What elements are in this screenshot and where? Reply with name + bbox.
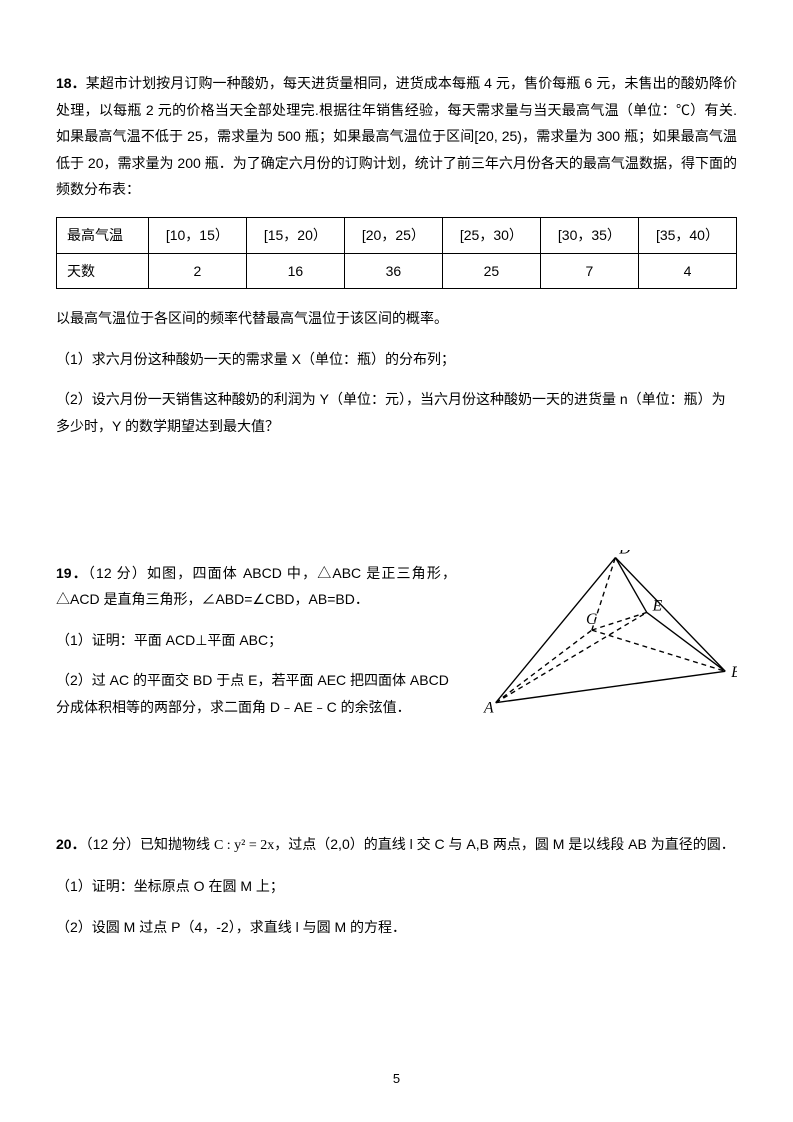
table-header-cell: 天数 [57,253,149,289]
page-number: 5 [0,1067,793,1092]
problem-20-text-b: ，过点（2,0）的直线 l 交 C 与 A,B 两点，圆 M 是以线段 AB 为… [274,836,734,852]
problem-18-text: 某超市计划按月订购一种酸奶，每天进货量相同，进货成本每瓶 4 元，售价每瓶 6 … [56,75,737,197]
frequency-table: 最高气温 [10，15） [15，20） [20，25） [25，30） [30… [56,217,737,289]
table-cell: 36 [344,253,442,289]
table-cell: [25，30） [442,217,540,253]
table-cell: [30，35） [540,217,638,253]
svg-text:C: C [586,611,597,628]
problem-18-intro: 18．某超市计划按月订购一种酸奶，每天进货量相同，进货成本每瓶 4 元，售价每瓶… [56,70,737,203]
problem-18-note: 以最高气温位于各区间的频率代替最高气温位于该区间的概率。 [56,305,737,332]
svg-text:B: B [731,664,737,681]
problem-19-number: 19． [56,565,88,581]
problem-18-q1: （1）求六月份这种酸奶一天的需求量 X（单位：瓶）的分布列； [56,346,737,373]
problem-20: 20．（12 分）已知抛物线 C : y² = 2x，过点（2,0）的直线 l … [56,831,737,941]
svg-text:A: A [483,699,494,716]
problem-18-number: 18． [56,75,86,91]
problem-20-points: （12 分） [86,836,140,852]
table-cell: 16 [246,253,344,289]
table-cell: 25 [442,253,540,289]
problem-19: 19．（12 分）如图，四面体 ABCD 中，△ABC 是正三角形，△ACD 是… [56,560,737,721]
table-row: 天数 2 16 36 25 7 4 [57,253,737,289]
table-cell: [10，15） [148,217,246,253]
table-cell: [20，25） [344,217,442,253]
problem-20-intro: 20．（12 分）已知抛物线 C : y² = 2x，过点（2,0）的直线 l … [56,831,737,860]
problem-19-q2: （2）过 AC 的平面交 BD 于点 E，若平面 AEC 把四面体 ABCD 分… [56,667,456,720]
problem-18-q2: （2）设六月份一天销售这种酸奶的利润为 Y（单位：元），当六月份这种酸奶一天的进… [56,386,737,439]
svg-text:E: E [652,597,663,614]
table-cell: 4 [638,253,736,289]
svg-text:D: D [618,550,631,558]
problem-20-q2: （2）设圆 M 过点 P（4，-2），求直线 l 与圆 M 的方程． [56,914,737,941]
table-row: 最高气温 [10，15） [15，20） [20，25） [25，30） [30… [57,217,737,253]
tetrahedron-figure: A B C D E [482,550,737,720]
problem-19-q1: （1）证明：平面 ACD⊥平面 ABC； [56,627,456,654]
table-header-cell: 最高气温 [57,217,149,253]
problem-20-q1: （1）证明：坐标原点 O 在圆 M 上； [56,873,737,900]
problem-20-number: 20． [56,836,86,852]
table-cell: 2 [148,253,246,289]
parabola-formula: C : y² = 2x [214,838,274,853]
problem-18: 18．某超市计划按月订购一种酸奶，每天进货量相同，进货成本每瓶 4 元，售价每瓶… [56,70,737,440]
problem-19-points: （12 分） [88,565,147,581]
problem-20-text-a: 已知抛物线 [140,836,210,852]
problem-19-intro: 19．（12 分）如图，四面体 ABCD 中，△ABC 是正三角形，△ACD 是… [56,560,456,613]
table-cell: [35，40） [638,217,736,253]
table-cell: 7 [540,253,638,289]
table-cell: [15，20） [246,217,344,253]
